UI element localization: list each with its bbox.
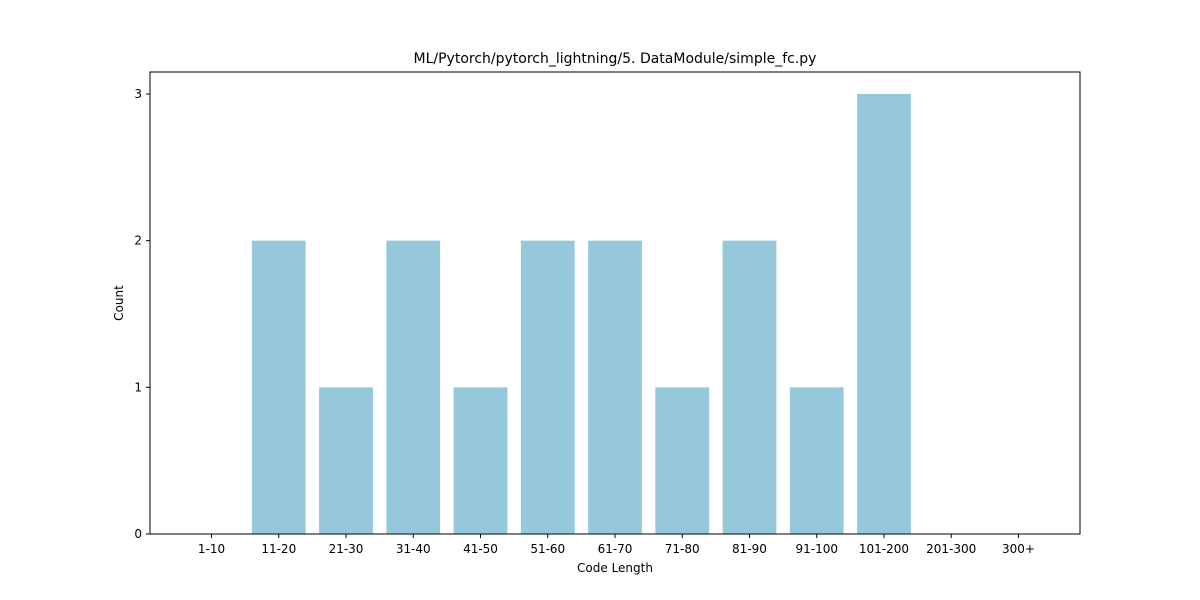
bar-41-50 [453, 387, 508, 534]
chart-title: ML/Pytorch/pytorch_lightning/5. DataModu… [414, 51, 817, 67]
bar-51-60 [520, 240, 575, 534]
bars-group [251, 94, 911, 534]
y-axis-title: Count [112, 285, 126, 321]
y-axis-ticks: 0 1 2 3 [134, 87, 150, 541]
bar-91-100 [789, 387, 844, 534]
bar-61-70 [588, 240, 642, 534]
x-tick-label: 51-60 [530, 542, 565, 556]
x-tick-label: 1-10 [198, 542, 225, 556]
y-tick-label: 3 [134, 87, 142, 101]
bar-21-30 [319, 387, 373, 534]
bar-81-90 [722, 240, 777, 534]
x-tick-label: 81-90 [732, 542, 767, 556]
y-tick-label: 1 [134, 380, 142, 394]
x-axis-ticks: 1-10 11-20 21-30 31-40 41-50 51-60 61-70 71-80 8… [198, 534, 1035, 556]
x-tick-label: 21-30 [329, 542, 364, 556]
x-tick-label: 71-80 [665, 542, 700, 556]
y-tick-label: 0 [134, 527, 142, 541]
y-tick-label: 2 [134, 234, 142, 248]
x-tick-label: 41-50 [463, 542, 498, 556]
x-tick-label: 91-100 [795, 542, 838, 556]
x-tick-label: 101-200 [859, 542, 909, 556]
x-tick-label: 300+ [1002, 542, 1035, 556]
x-tick-label: 31-40 [396, 542, 431, 556]
bar-71-80 [655, 387, 710, 534]
x-tick-label: 201-300 [926, 542, 976, 556]
bar-31-40 [386, 240, 441, 534]
bar-11-20 [251, 240, 306, 534]
x-axis-title: Code Length [577, 561, 653, 575]
bar-101-200 [857, 94, 911, 534]
plot-area-frame [149, 71, 1081, 535]
x-tick-label: 11-20 [261, 542, 296, 556]
x-tick-label: 61-70 [598, 542, 633, 556]
